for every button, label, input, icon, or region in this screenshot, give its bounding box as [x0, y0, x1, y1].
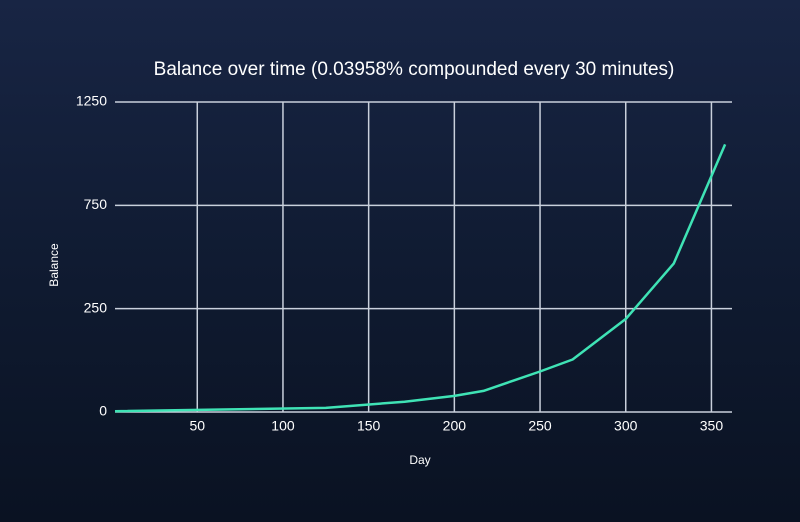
y-tick-label: 250 — [84, 299, 108, 315]
x-tick-label: 200 — [443, 418, 467, 434]
y-tick-label: 1250 — [76, 93, 107, 109]
x-tick-label: 100 — [271, 418, 295, 434]
x-axis-label: Day — [409, 453, 430, 467]
x-tick-label: 50 — [189, 418, 205, 434]
data-line — [114, 143, 727, 413]
x-tick-label: 150 — [357, 418, 381, 434]
y-tick-label: 0 — [99, 403, 107, 419]
x-tick-label: 350 — [700, 418, 724, 434]
y-axis-label: Balance — [47, 243, 61, 287]
x-tick-label: 250 — [528, 418, 552, 434]
y-tick-label: 750 — [84, 196, 108, 212]
chart-title: Balance over time (0.03958% compounded e… — [154, 59, 675, 80]
x-tick-label: 300 — [614, 418, 638, 434]
